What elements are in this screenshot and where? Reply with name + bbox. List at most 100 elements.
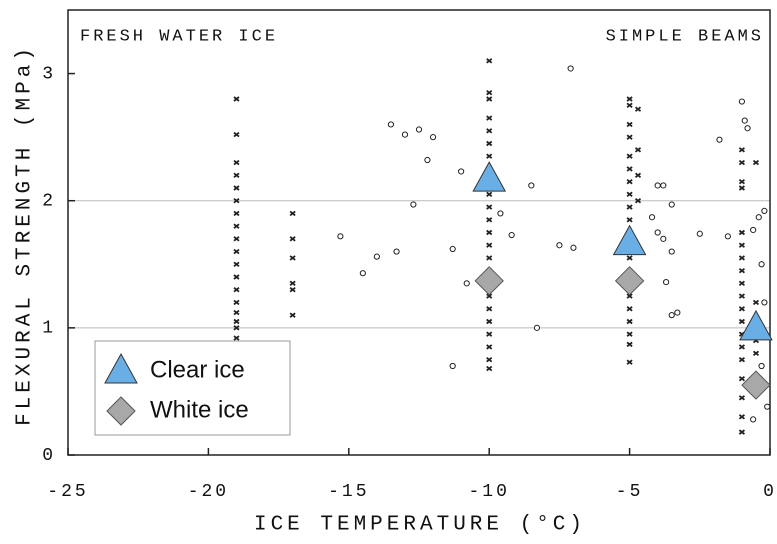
- data-point: [612, 224, 647, 256]
- data-point: [750, 416, 757, 423]
- data-point: [741, 370, 771, 400]
- annotation: SIMPLE BEAMS: [606, 27, 764, 46]
- data-point: [474, 266, 504, 296]
- data-point: [668, 201, 675, 208]
- data-point: [752, 159, 760, 166]
- data-point: [738, 280, 745, 287]
- data-point: [424, 156, 431, 164]
- data-point: [724, 233, 731, 240]
- data-point: [660, 235, 667, 242]
- data-point: [738, 267, 745, 274]
- x-tick-label: -5: [616, 482, 644, 502]
- data-point: [486, 204, 493, 210]
- data-point: [660, 182, 667, 189]
- data-point: [486, 331, 493, 337]
- data-point: [738, 185, 745, 191]
- data-point: [739, 309, 773, 341]
- data-point: [472, 161, 507, 192]
- data-point: [463, 280, 470, 287]
- data-point: [626, 359, 633, 365]
- data-point: [626, 204, 633, 210]
- data-point: [233, 299, 240, 306]
- data-point: [626, 331, 633, 337]
- data-point: [486, 89, 493, 96]
- data-point: [764, 403, 771, 410]
- data-point: [486, 306, 493, 312]
- data-point: [654, 229, 661, 236]
- data-point: [486, 58, 493, 64]
- data-point: [696, 230, 703, 237]
- data-point: [738, 255, 745, 261]
- data-point: [486, 128, 493, 134]
- data-point: [738, 242, 745, 248]
- data-point: [738, 344, 745, 350]
- data-point: [755, 214, 762, 221]
- data-point: [626, 293, 633, 299]
- data-point: [233, 261, 240, 267]
- data-point: [556, 242, 563, 249]
- x-tick-label: -20: [188, 482, 229, 502]
- data-point: [233, 248, 240, 255]
- data-point: [486, 191, 493, 198]
- data-point: [486, 96, 493, 102]
- data-point: [486, 115, 493, 121]
- data-point: [233, 210, 240, 217]
- data-point: [401, 131, 409, 138]
- annotation: FRESH WATER ICE: [80, 27, 278, 46]
- data-point: [626, 178, 633, 185]
- data-point: [449, 245, 456, 253]
- data-point: [458, 168, 465, 175]
- data-point: [233, 318, 240, 325]
- legend-box: [94, 340, 291, 436]
- y-tick-label: 0: [42, 446, 56, 466]
- data-point: [626, 318, 633, 325]
- data-point: [668, 312, 675, 319]
- legend: Clear ice White ice: [94, 340, 291, 436]
- data-point: [233, 274, 240, 280]
- data-point: [415, 126, 423, 133]
- data-point: [486, 153, 493, 159]
- data-point: [233, 325, 240, 331]
- data-point: [567, 65, 574, 72]
- data-point: [373, 253, 380, 260]
- data-point: [486, 242, 493, 248]
- data-point: [750, 226, 757, 234]
- data-point: [233, 185, 240, 191]
- data-point: [233, 172, 240, 178]
- x-tick-label: -25: [47, 482, 88, 502]
- legend-swatch: [104, 352, 138, 384]
- data-point: [289, 287, 296, 293]
- data-point: [626, 255, 633, 261]
- data-point: [233, 223, 240, 229]
- data-point: [758, 362, 765, 370]
- data-point: [486, 356, 493, 363]
- data-point: [738, 229, 745, 236]
- data-point: [429, 134, 437, 141]
- legend-label: Clear ice: [150, 356, 245, 383]
- data-point: [654, 182, 661, 189]
- data-point: [233, 309, 240, 316]
- data-point: [626, 102, 633, 109]
- y-axis-label: FLEXURAL STRENGTH (MPa): [14, 44, 37, 426]
- y-tick-label: 2: [42, 191, 56, 211]
- data-point: [233, 96, 240, 102]
- data-point: [233, 236, 240, 242]
- data-point: [486, 229, 493, 236]
- data-point: [626, 166, 633, 172]
- data-point: [738, 178, 745, 185]
- data-point: [626, 341, 633, 348]
- data-point: [528, 182, 535, 189]
- data-point: [738, 414, 745, 420]
- data-point: [738, 147, 745, 153]
- data-point: [738, 429, 745, 435]
- data-point: [486, 217, 493, 223]
- data-point: [359, 270, 366, 277]
- data-point: [486, 365, 493, 372]
- data-point: [486, 344, 493, 350]
- data-point: [738, 356, 745, 363]
- data-point: [289, 236, 296, 242]
- data-point: [741, 117, 748, 124]
- data-point: [716, 136, 723, 143]
- data-point: [738, 306, 745, 312]
